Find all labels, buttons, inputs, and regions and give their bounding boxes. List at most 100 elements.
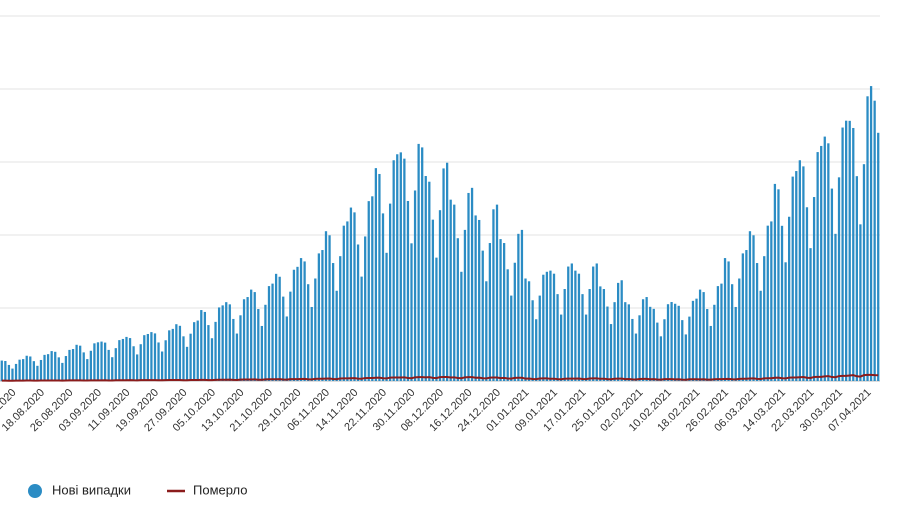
bar xyxy=(741,253,744,381)
bar xyxy=(649,306,652,381)
bar xyxy=(609,324,613,381)
bar xyxy=(709,325,712,381)
bar xyxy=(727,261,730,381)
bar xyxy=(531,300,534,381)
bar xyxy=(485,281,488,381)
bar xyxy=(848,120,851,381)
bar xyxy=(71,349,75,381)
bar xyxy=(524,278,527,381)
bar xyxy=(171,328,174,381)
bar xyxy=(478,219,481,381)
bar xyxy=(264,304,267,381)
bar xyxy=(755,263,759,381)
bar xyxy=(307,284,310,381)
bar xyxy=(200,310,203,381)
bar xyxy=(456,238,459,381)
bar xyxy=(193,322,196,381)
bar xyxy=(292,269,296,381)
bar xyxy=(207,325,210,381)
bar xyxy=(570,263,573,381)
bar xyxy=(638,315,641,381)
bar xyxy=(538,295,541,381)
bar xyxy=(823,136,826,381)
bar xyxy=(239,315,242,381)
bar xyxy=(666,304,670,381)
bar xyxy=(720,283,723,381)
bar xyxy=(185,346,189,381)
bar xyxy=(428,181,431,381)
bar xyxy=(342,225,345,381)
bar xyxy=(545,271,549,381)
bar xyxy=(221,305,224,381)
bar xyxy=(274,273,278,381)
bar xyxy=(132,346,135,381)
bar xyxy=(845,120,848,381)
bar xyxy=(18,359,21,381)
bar xyxy=(438,210,442,381)
bar xyxy=(866,96,869,382)
bar xyxy=(346,221,349,381)
bar xyxy=(11,368,14,381)
bar xyxy=(616,282,620,381)
bar xyxy=(691,300,695,381)
bar xyxy=(659,336,663,381)
bar xyxy=(339,256,342,381)
bar xyxy=(349,207,353,381)
bar xyxy=(228,304,231,381)
bar xyxy=(29,356,32,381)
bar xyxy=(695,298,698,381)
bar xyxy=(506,269,509,381)
bar xyxy=(75,344,78,381)
bar xyxy=(371,196,374,381)
bar xyxy=(592,266,595,381)
bar xyxy=(406,200,410,381)
bar xyxy=(670,302,673,381)
bar xyxy=(242,299,246,381)
bar xyxy=(299,258,303,381)
bar xyxy=(392,160,395,381)
bar xyxy=(791,176,794,381)
bar xyxy=(374,168,378,381)
bar xyxy=(542,274,545,381)
bar xyxy=(627,304,630,381)
bar xyxy=(96,342,100,381)
bar xyxy=(563,289,566,381)
bar xyxy=(157,342,160,381)
bar xyxy=(168,330,171,381)
bar xyxy=(22,359,25,381)
bar xyxy=(203,311,206,381)
bar xyxy=(453,204,456,381)
bar xyxy=(421,147,424,381)
bar xyxy=(663,319,666,381)
bar xyxy=(688,316,691,381)
bar xyxy=(43,354,46,381)
bar xyxy=(502,243,506,381)
bar xyxy=(862,164,866,381)
bar xyxy=(82,352,85,381)
legend-item: Нові випадки xyxy=(28,482,131,498)
bar xyxy=(153,333,157,381)
bar xyxy=(559,314,563,381)
bar xyxy=(877,132,880,381)
bar xyxy=(310,306,313,381)
bar xyxy=(296,266,299,381)
bar xyxy=(285,316,288,381)
bar xyxy=(763,256,766,381)
bar xyxy=(435,257,438,381)
bar xyxy=(381,213,385,381)
line xyxy=(1,373,879,382)
bar xyxy=(634,333,638,381)
bar xyxy=(442,168,445,381)
bar xyxy=(4,360,7,381)
bar xyxy=(837,177,841,381)
bar xyxy=(552,273,556,381)
bar xyxy=(859,224,862,381)
bar xyxy=(520,229,524,381)
bar xyxy=(766,225,769,381)
bar xyxy=(196,320,199,381)
bar xyxy=(809,248,812,381)
bar xyxy=(61,362,64,381)
bar xyxy=(103,342,107,381)
bar xyxy=(777,189,780,381)
